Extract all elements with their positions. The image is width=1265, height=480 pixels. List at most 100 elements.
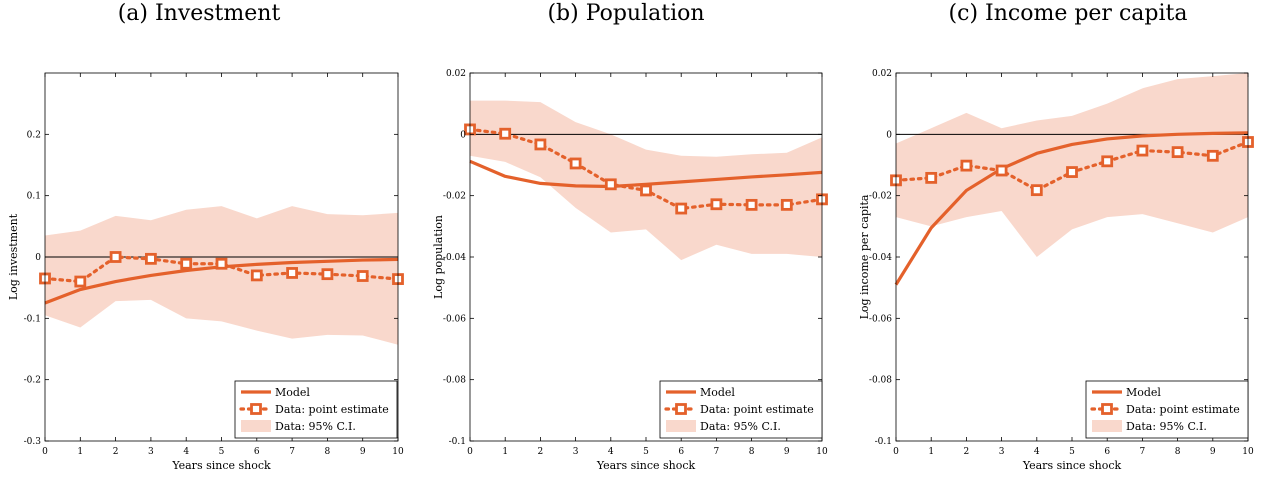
x-tick-label: 7 xyxy=(1140,447,1146,457)
x-tick-label: 9 xyxy=(360,447,366,457)
data-point-marker xyxy=(569,157,582,170)
y-tick-label: -0.06 xyxy=(869,314,892,324)
x-tick-label: 5 xyxy=(219,447,225,457)
ci-band xyxy=(45,206,398,345)
x-tick-label: 4 xyxy=(608,447,614,457)
data-point-marker xyxy=(640,184,652,197)
data-point-marker xyxy=(1066,166,1078,178)
y-tick-label: 0.02 xyxy=(872,69,892,79)
x-tick-label: 0 xyxy=(893,447,899,457)
x-tick-label: 6 xyxy=(254,447,260,457)
y-tick-label: -0.1 xyxy=(449,437,466,447)
y-tick-label: 0 xyxy=(460,130,466,140)
y-tick-label: -0.08 xyxy=(869,376,892,386)
y-axis-label: Log income per capita xyxy=(858,194,871,319)
ci-band xyxy=(896,73,1248,257)
data-point-marker xyxy=(1101,155,1114,168)
chart-title: (b) Population xyxy=(547,1,704,26)
legend-label-point-estimate: Data: point estimate xyxy=(1126,403,1240,416)
data-point-marker xyxy=(215,257,228,270)
legend-label-ci: Data: 95% C.I. xyxy=(1126,420,1207,433)
x-tick-label: 8 xyxy=(1175,447,1181,457)
y-tick-label: 0.1 xyxy=(27,192,41,202)
data-point-marker xyxy=(499,127,512,140)
x-tick-label: 7 xyxy=(714,447,720,457)
x-tick-label: 7 xyxy=(289,447,295,457)
y-tick-label: -0.02 xyxy=(443,192,466,202)
chart-panel-1: (a) Investment 0 1 2 3 4 5 6 7 8 9 10 -0.3 -0.2 -0.1 0 0… xyxy=(7,1,404,472)
x-axis-label: Years since shock xyxy=(1022,459,1122,472)
data-point-marker xyxy=(925,171,938,184)
data-point-marker xyxy=(1136,144,1149,157)
data-point-marker xyxy=(710,198,723,211)
legend-label-point-estimate: Data: point estimate xyxy=(700,403,814,416)
legend: Model Data: point estimate Data: 95% C.I. xyxy=(659,380,823,439)
ci-band xyxy=(470,100,822,261)
x-tick-label: 3 xyxy=(148,447,154,457)
x-tick-label: 3 xyxy=(999,447,1005,457)
data-point-marker xyxy=(534,138,547,151)
x-tick-label: 1 xyxy=(928,447,934,457)
y-tick-label: 0 xyxy=(35,253,41,263)
legend-label-model: Model xyxy=(700,386,735,399)
x-tick-label: 10 xyxy=(816,447,828,457)
data-point-marker xyxy=(1206,149,1219,162)
data-point-marker xyxy=(321,268,334,281)
chart-panel-3: (c) Income per capita 0 1 2 3 4 5 6 7 8 9 10 -0.1 -0.… xyxy=(858,1,1254,472)
legend-label-ci: Data: 95% C.I. xyxy=(275,420,356,433)
x-tick-label: 0 xyxy=(42,447,48,457)
data-point-marker xyxy=(74,275,87,288)
legend-marker-point-estimate xyxy=(675,403,687,415)
legend: Model Data: point estimate Data: 95% C.I. xyxy=(234,380,398,439)
data-point-marker xyxy=(180,257,193,270)
data-point-marker xyxy=(675,202,688,215)
y-tick-label: -0.1 xyxy=(875,437,892,447)
x-tick-label: 4 xyxy=(183,447,189,457)
x-axis-label: Years since shock xyxy=(171,459,271,472)
y-tick-label: 0 xyxy=(886,130,892,140)
y-tick-label: -0.2 xyxy=(24,376,41,386)
data-point-marker xyxy=(960,159,973,172)
data-point-marker xyxy=(109,251,122,263)
y-tick-label: 0.02 xyxy=(446,69,466,79)
y-tick-label: -0.3 xyxy=(24,437,42,447)
legend-swatch-ci xyxy=(666,420,696,432)
x-tick-label: 1 xyxy=(502,447,508,457)
chart-title: (c) Income per capita xyxy=(949,1,1188,26)
x-tick-label: 10 xyxy=(392,447,404,457)
y-tick-label: -0.08 xyxy=(443,376,466,386)
data-point-marker xyxy=(286,267,299,279)
data-point-marker xyxy=(604,178,617,191)
x-tick-label: 9 xyxy=(784,447,790,457)
chart-title: (a) Investment xyxy=(118,1,281,26)
x-tick-label: 0 xyxy=(467,447,473,457)
y-tick-label: -0.04 xyxy=(443,253,466,263)
legend: Model Data: point estimate Data: 95% C.I. xyxy=(1085,380,1249,439)
x-tick-label: 4 xyxy=(1034,447,1040,457)
x-tick-label: 8 xyxy=(325,447,331,457)
y-tick-label: -0.02 xyxy=(869,192,892,202)
data-point-marker xyxy=(780,198,793,211)
data-point-marker xyxy=(250,269,263,282)
legend-marker-point-estimate xyxy=(1101,403,1113,415)
y-tick-label: 0.2 xyxy=(27,130,41,140)
data-point-marker xyxy=(1171,146,1184,159)
legend-label-ci: Data: 95% C.I. xyxy=(700,420,781,433)
x-tick-label: 3 xyxy=(573,447,579,457)
data-point-marker xyxy=(356,270,369,282)
y-axis-label: Log population xyxy=(432,215,445,299)
x-tick-label: 8 xyxy=(749,447,755,457)
y-tick-label: -0.1 xyxy=(24,314,41,324)
series-line-model xyxy=(469,159,823,189)
chart-panel-2: (b) Population 0 1 2 3 4 5 6 7 8 9 10 -0.1 -0.08 -0.06… xyxy=(432,1,828,472)
data-point-marker xyxy=(1030,184,1043,197)
x-tick-label: 10 xyxy=(1242,447,1254,457)
series-line-model xyxy=(894,131,1249,286)
data-point-marker xyxy=(995,164,1008,177)
legend-swatch-ci xyxy=(241,420,271,432)
x-tick-label: 2 xyxy=(113,447,119,457)
legend-label-model: Model xyxy=(275,386,310,399)
x-tick-label: 9 xyxy=(1210,447,1216,457)
x-tick-label: 1 xyxy=(77,447,83,457)
